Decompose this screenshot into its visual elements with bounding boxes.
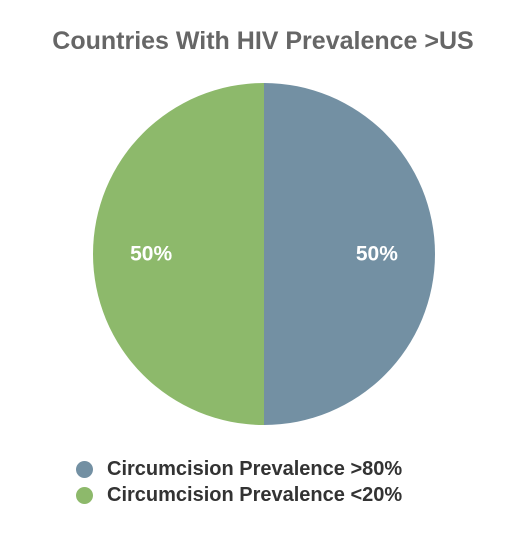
chart-title: Countries With HIV Prevalence >US <box>52 27 474 55</box>
legend-swatch-2 <box>76 486 93 504</box>
legend-label-1: Circumcision Prevalence >80% <box>107 457 403 480</box>
legend-item-2: Circumcision Prevalence <20% <box>76 482 402 508</box>
legend-swatch-1 <box>76 460 93 478</box>
pie-slice-1 <box>264 83 435 425</box>
legend-item-1: Circumcision Prevalence >80% <box>76 456 402 482</box>
chart-legend: Circumcision Prevalence >80% Circumcision… <box>76 456 402 508</box>
pie-slices <box>93 83 435 425</box>
pie-slice-2 <box>93 83 264 425</box>
slice-label-1: 50% <box>356 243 398 266</box>
legend-label-2: Circumcision Prevalence <20% <box>107 483 403 506</box>
slice-label-2: 50% <box>130 243 172 266</box>
pie-labels: 50% 50% <box>130 243 398 266</box>
